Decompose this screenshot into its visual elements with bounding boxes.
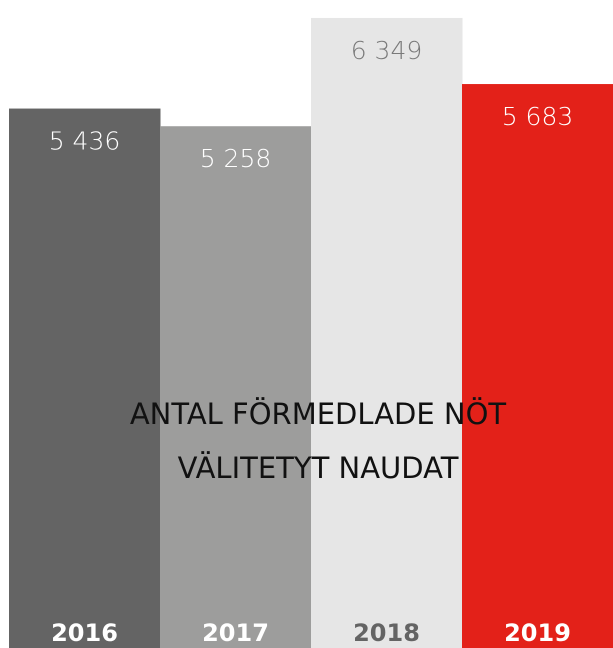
bar [160,126,312,648]
value-label: 5 258 [200,144,272,173]
bar [311,17,463,648]
value-label: 5 683 [502,102,574,131]
chart-title: ANTAL FÖRMEDLADE NÖT [130,397,507,431]
value-label: 6 349 [351,36,423,65]
bar [9,108,161,648]
x-tick-label: 2019 [504,619,571,647]
bar [462,84,613,648]
x-tick-label: 2018 [353,619,420,647]
value-label: 5 436 [49,127,121,156]
chart-title: VÄLITETYT NAUDAT [178,451,459,485]
x-tick-label: 2016 [51,619,118,647]
x-tick-label: 2017 [202,619,269,647]
